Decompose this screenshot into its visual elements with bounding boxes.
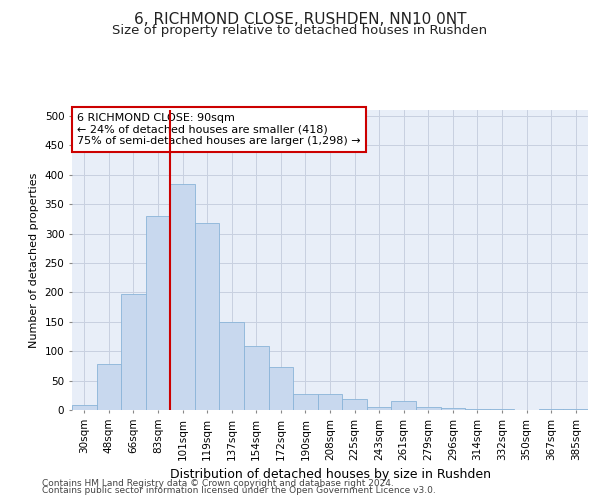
- Bar: [440, 408, 465, 410]
- Text: Size of property relative to detached houses in Rushden: Size of property relative to detached ho…: [112, 24, 488, 37]
- Bar: [146, 216, 170, 410]
- Bar: [465, 409, 490, 410]
- Bar: [121, 294, 146, 410]
- Bar: [539, 409, 563, 410]
- Bar: [244, 346, 269, 410]
- Y-axis label: Number of detached properties: Number of detached properties: [29, 172, 39, 348]
- Bar: [318, 394, 342, 410]
- Bar: [72, 406, 97, 410]
- Bar: [170, 184, 195, 410]
- Bar: [220, 322, 244, 410]
- Bar: [391, 401, 416, 410]
- Bar: [367, 407, 391, 410]
- Bar: [195, 223, 220, 410]
- Bar: [293, 394, 318, 410]
- Text: Contains HM Land Registry data © Crown copyright and database right 2024.: Contains HM Land Registry data © Crown c…: [42, 478, 394, 488]
- X-axis label: Distribution of detached houses by size in Rushden: Distribution of detached houses by size …: [170, 468, 491, 481]
- Text: 6, RICHMOND CLOSE, RUSHDEN, NN10 0NT: 6, RICHMOND CLOSE, RUSHDEN, NN10 0NT: [134, 12, 466, 28]
- Text: 6 RICHMOND CLOSE: 90sqm
← 24% of detached houses are smaller (418)
75% of semi-d: 6 RICHMOND CLOSE: 90sqm ← 24% of detache…: [77, 113, 361, 146]
- Bar: [342, 400, 367, 410]
- Bar: [97, 364, 121, 410]
- Bar: [416, 407, 440, 410]
- Text: Contains public sector information licensed under the Open Government Licence v3: Contains public sector information licen…: [42, 486, 436, 495]
- Bar: [269, 367, 293, 410]
